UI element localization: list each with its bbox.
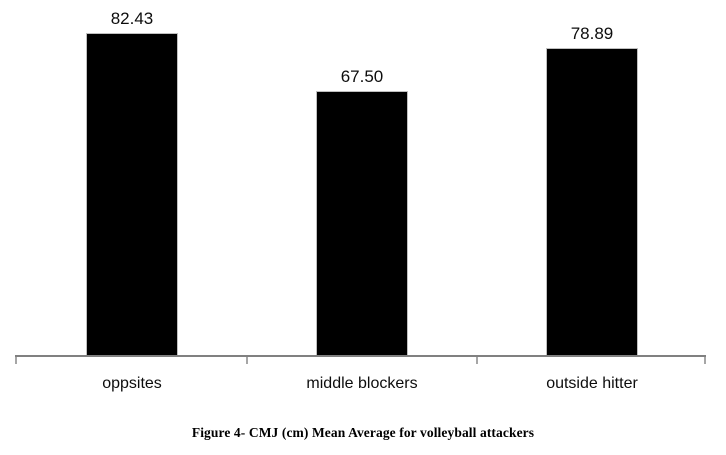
figure-caption: Figure 4- CMJ (cm) Mean Average for voll… bbox=[191, 425, 535, 440]
category-label-middle-blockers: middle blockers bbox=[306, 375, 418, 392]
bar-value-label-3: 78.89 bbox=[570, 24, 614, 43]
axis-tick-3 bbox=[704, 357, 706, 364]
bar-value-label-2: 67.50 bbox=[340, 67, 384, 86]
category-label-oppsites: oppsites bbox=[102, 375, 162, 392]
axis-tick-0 bbox=[15, 357, 17, 364]
bar-outside-hitter bbox=[546, 48, 638, 356]
axis-tick-2 bbox=[476, 357, 478, 364]
axis-tick-1 bbox=[246, 357, 248, 364]
category-axis-line bbox=[15, 355, 706, 357]
chart-plot-area: 82.43 67.50 78.89 oppsites middle blocke… bbox=[15, 9, 706, 392]
bar-middle-blockers bbox=[316, 91, 408, 356]
bar-oppsites bbox=[86, 33, 178, 356]
category-label-outside-hitter: outside hitter bbox=[546, 375, 638, 392]
bar-value-label-1: 82.43 bbox=[110, 9, 154, 28]
